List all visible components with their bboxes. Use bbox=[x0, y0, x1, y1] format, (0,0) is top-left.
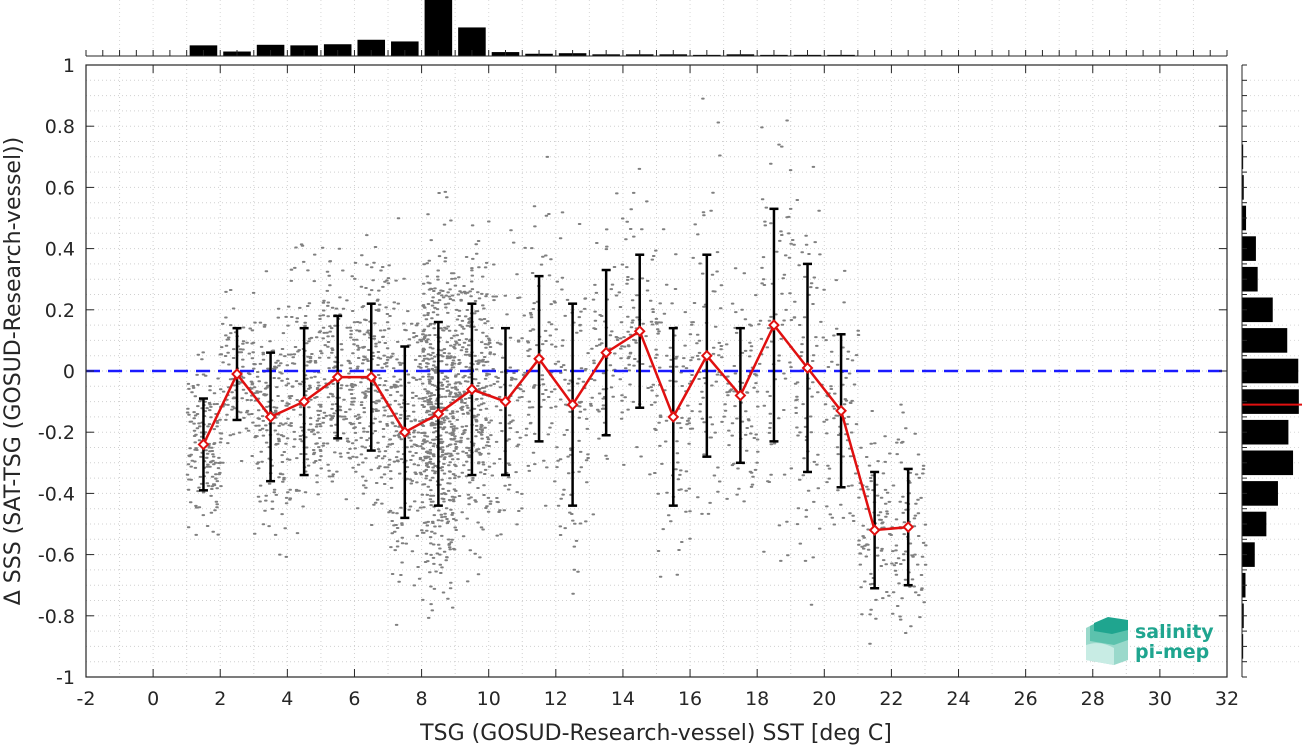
right-histogram-bar bbox=[1242, 389, 1299, 414]
scatter-points-bin bbox=[420, 190, 458, 619]
right-histogram-bars bbox=[1242, 144, 1302, 659]
y-tick-label: -0.8 bbox=[38, 606, 75, 628]
mean-marker bbox=[466, 383, 478, 396]
top-histogram-grid bbox=[119, 0, 1194, 56]
x-tick-label: 16 bbox=[678, 688, 702, 710]
y-tick-label: 0 bbox=[63, 361, 75, 383]
logo-text-salinity: salinity bbox=[1135, 621, 1214, 643]
scatter-points-bin bbox=[857, 410, 894, 645]
y-tick-label: 0.2 bbox=[45, 300, 75, 322]
main-plot: -2 0 2 4 6 8 10 12 14 16 18 20 22 24 26 28 30 32 10.80.60… bbox=[38, 55, 1239, 710]
x-tick-label: 20 bbox=[812, 688, 836, 710]
right-histogram-bar bbox=[1242, 328, 1288, 353]
x-tick-label: 32 bbox=[1215, 688, 1239, 710]
x-tick-label: 30 bbox=[1148, 688, 1172, 710]
y-tick-label: -0.6 bbox=[38, 545, 75, 567]
mean-marker bbox=[533, 352, 545, 365]
scatter-points-bin bbox=[622, 167, 659, 476]
scatter-points-bin bbox=[487, 229, 524, 537]
scatter-points-bin bbox=[555, 211, 590, 595]
top-histogram-bar bbox=[357, 39, 386, 56]
mean-marker bbox=[667, 410, 680, 423]
mean-marker bbox=[365, 371, 378, 384]
x-axis-label: TSG (GOSUD-Research-vessel) SST [deg C] bbox=[419, 721, 892, 746]
mean-marker bbox=[331, 371, 344, 384]
right-histogram-bar bbox=[1242, 542, 1255, 567]
y-axis-label: Δ SSS (SAT-TSG (GOSUD-Research-vessel)) bbox=[1, 137, 26, 605]
top-histogram-bar bbox=[391, 41, 419, 56]
x-tick-label: 14 bbox=[611, 688, 635, 710]
scatter-points-bin bbox=[320, 246, 357, 501]
x-tick-label: 6 bbox=[348, 688, 360, 710]
x-tick-label: 0 bbox=[147, 688, 159, 710]
right-histogram-bar bbox=[1242, 297, 1273, 323]
right-histogram-bar bbox=[1242, 236, 1256, 261]
mean-marker bbox=[868, 524, 881, 537]
scatter-points-bin bbox=[252, 270, 290, 558]
scatter-points-bin bbox=[521, 155, 558, 507]
y-tick-label: 0.6 bbox=[45, 177, 75, 199]
x-tick-label: 26 bbox=[1014, 688, 1038, 710]
mean-marker bbox=[298, 395, 311, 408]
mean-marker bbox=[835, 404, 847, 417]
mean-marker bbox=[902, 521, 915, 533]
scatter-points-bin bbox=[757, 119, 794, 562]
x-tick-label: 12 bbox=[544, 688, 568, 710]
top-histogram bbox=[85, 0, 1228, 57]
salinity-pi-mep-logo: salinity pi-mep bbox=[1086, 617, 1214, 665]
x-tick-label: 8 bbox=[416, 688, 428, 710]
x-tick-labels: -2 0 2 4 6 8 10 12 14 16 18 20 22 24 26 28 30 32 bbox=[77, 688, 1240, 710]
mean-marker bbox=[231, 368, 243, 380]
mean-marker bbox=[600, 346, 613, 359]
right-histogram-ticks bbox=[1242, 64, 1247, 678]
mean-marker bbox=[633, 325, 646, 338]
mean-marker bbox=[499, 395, 512, 408]
right-histogram bbox=[1241, 64, 1302, 678]
y-tick-label: 0.4 bbox=[45, 239, 75, 261]
x-tick-label: -2 bbox=[77, 688, 96, 710]
mean-marker bbox=[768, 319, 780, 332]
y-tick-label: -1 bbox=[56, 667, 75, 689]
mean-marker bbox=[801, 362, 814, 374]
y-tick-label: 1 bbox=[63, 55, 75, 77]
logo-mark-icon bbox=[1086, 617, 1128, 665]
logo-text-pi-mep: pi-mep bbox=[1135, 641, 1209, 663]
right-histogram-bar bbox=[1242, 266, 1258, 292]
mean-marker bbox=[432, 407, 445, 420]
mean-marker bbox=[566, 398, 579, 411]
x-tick-label: 28 bbox=[1081, 688, 1105, 710]
right-histogram-bar bbox=[1242, 358, 1299, 384]
x-tick-label: 2 bbox=[214, 688, 226, 710]
top-histogram-bar bbox=[424, 0, 453, 56]
mean-marker bbox=[398, 426, 411, 439]
y-tick-labels: 1 0.8 0.6 0.4 0.2 0 -0.2 -0.4 -0.6 -0.8 -1 bbox=[38, 55, 75, 689]
scatter-points-bin bbox=[689, 97, 726, 515]
binned-mean-line bbox=[197, 319, 915, 537]
right-histogram-bar bbox=[1242, 481, 1278, 506]
y-tick-label: -0.2 bbox=[38, 422, 75, 444]
x-tick-label: 22 bbox=[879, 688, 903, 710]
x-tick-label: 4 bbox=[281, 688, 293, 710]
top-histogram-ticks bbox=[85, 50, 1228, 56]
y-tick-label: -0.4 bbox=[38, 483, 75, 505]
right-histogram-bar bbox=[1242, 419, 1289, 445]
scatter-points-bin bbox=[353, 234, 391, 526]
scatter-points-bin bbox=[723, 267, 760, 503]
x-tick-label: 10 bbox=[477, 688, 501, 710]
mean-marker bbox=[264, 410, 277, 423]
mean-marker bbox=[197, 438, 210, 451]
mean-marker bbox=[700, 349, 713, 362]
x-tick-label: 18 bbox=[745, 688, 769, 710]
mean-marker bbox=[734, 389, 747, 402]
mean-line bbox=[202, 322, 909, 532]
axis-ticks bbox=[85, 64, 1228, 678]
x-tick-label: 24 bbox=[946, 688, 970, 710]
right-histogram-bar bbox=[1242, 450, 1294, 476]
y-tick-label: 0.8 bbox=[45, 116, 75, 138]
